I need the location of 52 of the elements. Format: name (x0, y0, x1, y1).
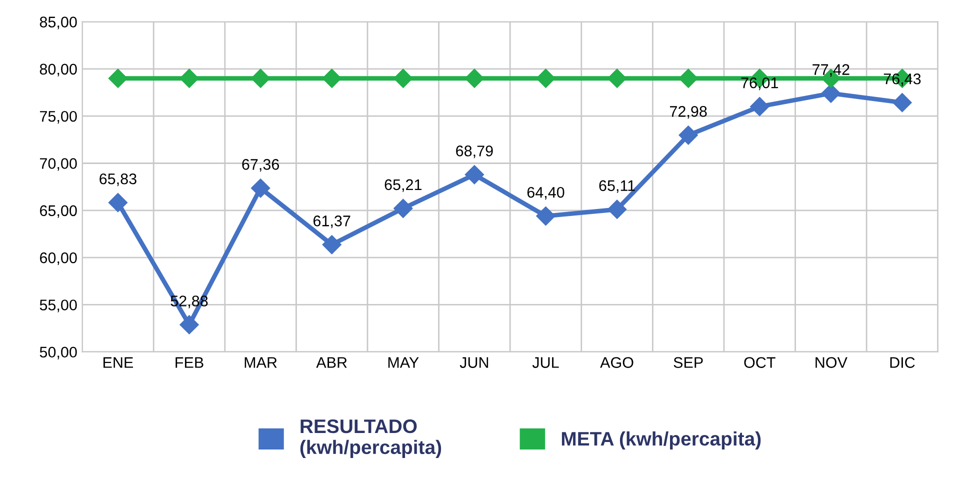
data-label: 65,11 (599, 180, 635, 193)
y-tick-label: 75,00 (40, 110, 77, 124)
y-tick-label: 50,00 (40, 346, 77, 360)
point (607, 68, 627, 88)
point (251, 68, 270, 88)
x-tick-label: MAY (388, 357, 419, 368)
legend-label: META (kwh/percapita) (562, 431, 761, 450)
x-tick-label: AGO (600, 357, 634, 368)
data-label: 67,36 (242, 159, 279, 172)
point (464, 68, 484, 88)
legend-label: RESULTADO (kwh/percapita) (300, 419, 442, 458)
y-tick-label: 60,00 (40, 252, 77, 266)
data-label: 68,79 (456, 146, 493, 158)
point (678, 126, 698, 145)
y-tick-label: 70,00 (40, 158, 77, 171)
point (536, 206, 556, 226)
point (464, 165, 484, 184)
x-tick-label: ENE (103, 357, 133, 368)
data-label: 72,98 (670, 106, 707, 119)
y-tick-label: 55,00 (40, 300, 77, 312)
y-tick-label: 80,00 (40, 64, 77, 76)
point (607, 200, 627, 219)
data-label: 61,37 (314, 216, 350, 228)
x-tick-label: NOV (816, 357, 848, 368)
x-tick-label: SEP (674, 357, 703, 368)
point (108, 68, 128, 88)
point (108, 193, 128, 212)
x-tick-label: JUL (532, 357, 559, 368)
point (678, 68, 698, 88)
point (892, 93, 912, 112)
point (536, 68, 556, 88)
y-tick-label: 85,00 (40, 16, 77, 30)
x-tick-label: JUN (460, 357, 488, 368)
x-tick-label: FEB (176, 357, 204, 368)
data-label: 65,83 (100, 173, 136, 186)
point (750, 97, 770, 116)
x-tick-label: OCT (744, 357, 776, 368)
point (251, 178, 270, 198)
point (322, 68, 342, 88)
data-label: 77,42 (812, 64, 850, 77)
x-tick-label: DIC (890, 357, 915, 368)
point (394, 198, 413, 218)
x-tick-label: ABR (316, 357, 347, 368)
x-tick-label: MAR (244, 357, 277, 368)
data-label: 65,21 (384, 179, 422, 192)
point (322, 235, 342, 254)
point (394, 68, 413, 88)
point (180, 315, 199, 334)
y-tick-label: 65,00 (40, 205, 77, 218)
point (821, 84, 840, 103)
data-label: 64,40 (527, 186, 564, 200)
point (180, 68, 199, 88)
